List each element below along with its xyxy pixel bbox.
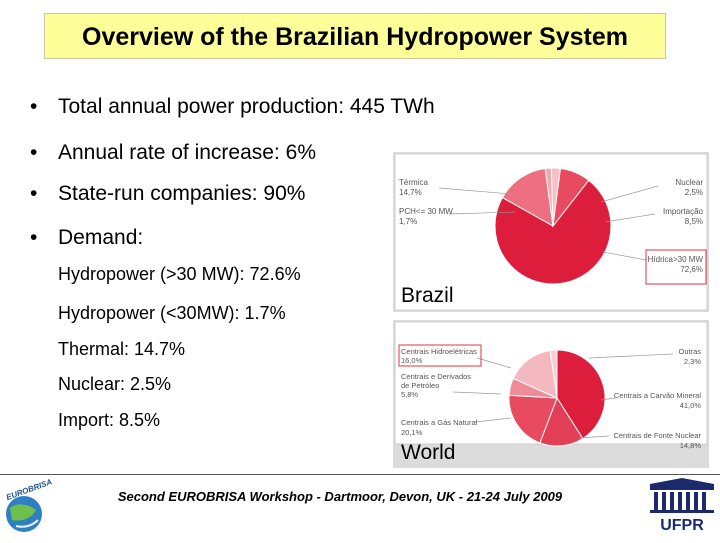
page-title: Overview of the Brazilian Hydropower Sys…	[82, 23, 628, 51]
brazil-label-nuclear: Nuclear	[675, 178, 703, 187]
brazil-label-importacao: Importação	[663, 207, 704, 216]
leader-line	[588, 353, 674, 359]
world-label-hidro: Centrais Hidroelétricas	[401, 347, 477, 356]
brazil-value-importacao: 8,5%	[685, 217, 703, 226]
world-label-gas: Centrais a Gás Natural	[401, 418, 478, 427]
world-highlight-box	[398, 344, 482, 367]
right-logo-text: UFPR	[660, 517, 704, 534]
world-label-petroleo-2: de Petróleo	[401, 381, 439, 390]
leader-line	[438, 187, 512, 195]
eurobrisa-logo: EUROBRISA	[2, 477, 58, 538]
brazil-label-hidrica: Hídrica>30 MW	[648, 255, 704, 264]
world-value-petroleo: 5,8%	[401, 390, 418, 399]
world-pie-slice-2	[508, 394, 558, 444]
world-chart-panel: Centrais Hidroelétricas 16,0% Centrais e…	[393, 320, 709, 468]
leader-line	[452, 391, 502, 395]
globe-icon: EUROBRISA	[5, 477, 53, 532]
bullet-symbol: •	[30, 226, 38, 249]
bullet-symbol: •	[30, 141, 38, 164]
brazil-pie-slice-4	[552, 167, 590, 228]
world-label-nuclear: Centrais de Fonte Nuclear	[613, 431, 701, 440]
brazil-pie-slice-1	[501, 167, 554, 227]
brazil-chart-panel: Térmica 14,7% PCH<= 30 MW 1,7% Nuclear 2…	[393, 152, 709, 312]
bullet-text: Annual rate of increase: 6%	[58, 141, 316, 164]
brazil-pie-chart: Térmica 14,7% PCH<= 30 MW 1,7% Nuclear 2…	[394, 153, 708, 311]
world-label-carvao: Centrais a Carvão Mineral	[614, 391, 701, 400]
leader-line	[600, 185, 659, 203]
bullet-text: Demand:	[58, 226, 144, 249]
demand-item-nuclear: Nuclear: 2.5%	[58, 374, 172, 394]
leader-line	[602, 251, 647, 261]
brazil-value-nuclear: 2,5%	[685, 188, 703, 197]
footer-divider	[0, 474, 720, 475]
demand-item-hydro-large: Hydropower (>30 MW): 72.6%	[58, 264, 301, 284]
demand-item-import: Import: 8.5%	[58, 410, 161, 430]
world-label-outras: Outras	[678, 347, 701, 356]
world-label-petroleo-1: Centrais e Derivados	[401, 372, 471, 381]
world-pie-slice-4	[512, 349, 558, 399]
leader-line	[448, 211, 516, 215]
leader-line	[474, 417, 512, 423]
world-caption: World	[401, 441, 456, 464]
leader-line	[578, 435, 610, 439]
world-value-nuclear: 14,8%	[680, 441, 702, 450]
world-value-hidro: 16,0%	[401, 356, 423, 365]
world-pie-slice-5	[549, 349, 558, 399]
building-icon: UFPR	[650, 478, 714, 534]
brazil-label-pch: PCH<= 30 MW	[399, 207, 453, 216]
bullet-text: State-run companies: 90%	[58, 182, 306, 205]
demand-item-thermal: Thermal: 14.7%	[58, 339, 186, 359]
demand-item-hydro-small: Hydropower (<30MW): 1.7%	[58, 303, 286, 323]
world-value-gas: 20,1%	[401, 428, 423, 437]
brazil-value-termica: 14,7%	[399, 188, 422, 197]
bullet-symbol: •	[30, 182, 38, 205]
brazil-value-hidrica: 72,6%	[680, 265, 703, 274]
title-box: Overview of the Brazilian Hydropower Sys…	[44, 13, 666, 59]
brazil-value-pch: 1,7%	[399, 217, 417, 226]
ufpr-logo: UFPR	[646, 478, 718, 538]
world-value-outras: 2,3%	[684, 357, 701, 366]
world-value-carvao: 41,0%	[680, 401, 702, 410]
world-pie-chart: Centrais Hidroelétricas 16,0% Centrais e…	[394, 321, 708, 450]
footer-text: Second EUROBRISA Workshop - Dartmoor, De…	[117, 489, 563, 504]
world-pie-slices	[508, 349, 606, 447]
leader-line	[476, 357, 512, 369]
brazil-pie-slices	[494, 167, 612, 285]
bullet-symbol: •	[30, 95, 38, 118]
brazil-pie-slice-0	[494, 179, 612, 285]
brazil-highlight-box	[645, 249, 707, 285]
brazil-label-termica: Térmica	[399, 178, 428, 187]
bullet-text: Total annual power production: 445 TWh	[58, 95, 435, 118]
leader-line	[600, 397, 616, 401]
brazil-caption: Brazil	[401, 284, 454, 307]
leader-line	[604, 213, 656, 223]
